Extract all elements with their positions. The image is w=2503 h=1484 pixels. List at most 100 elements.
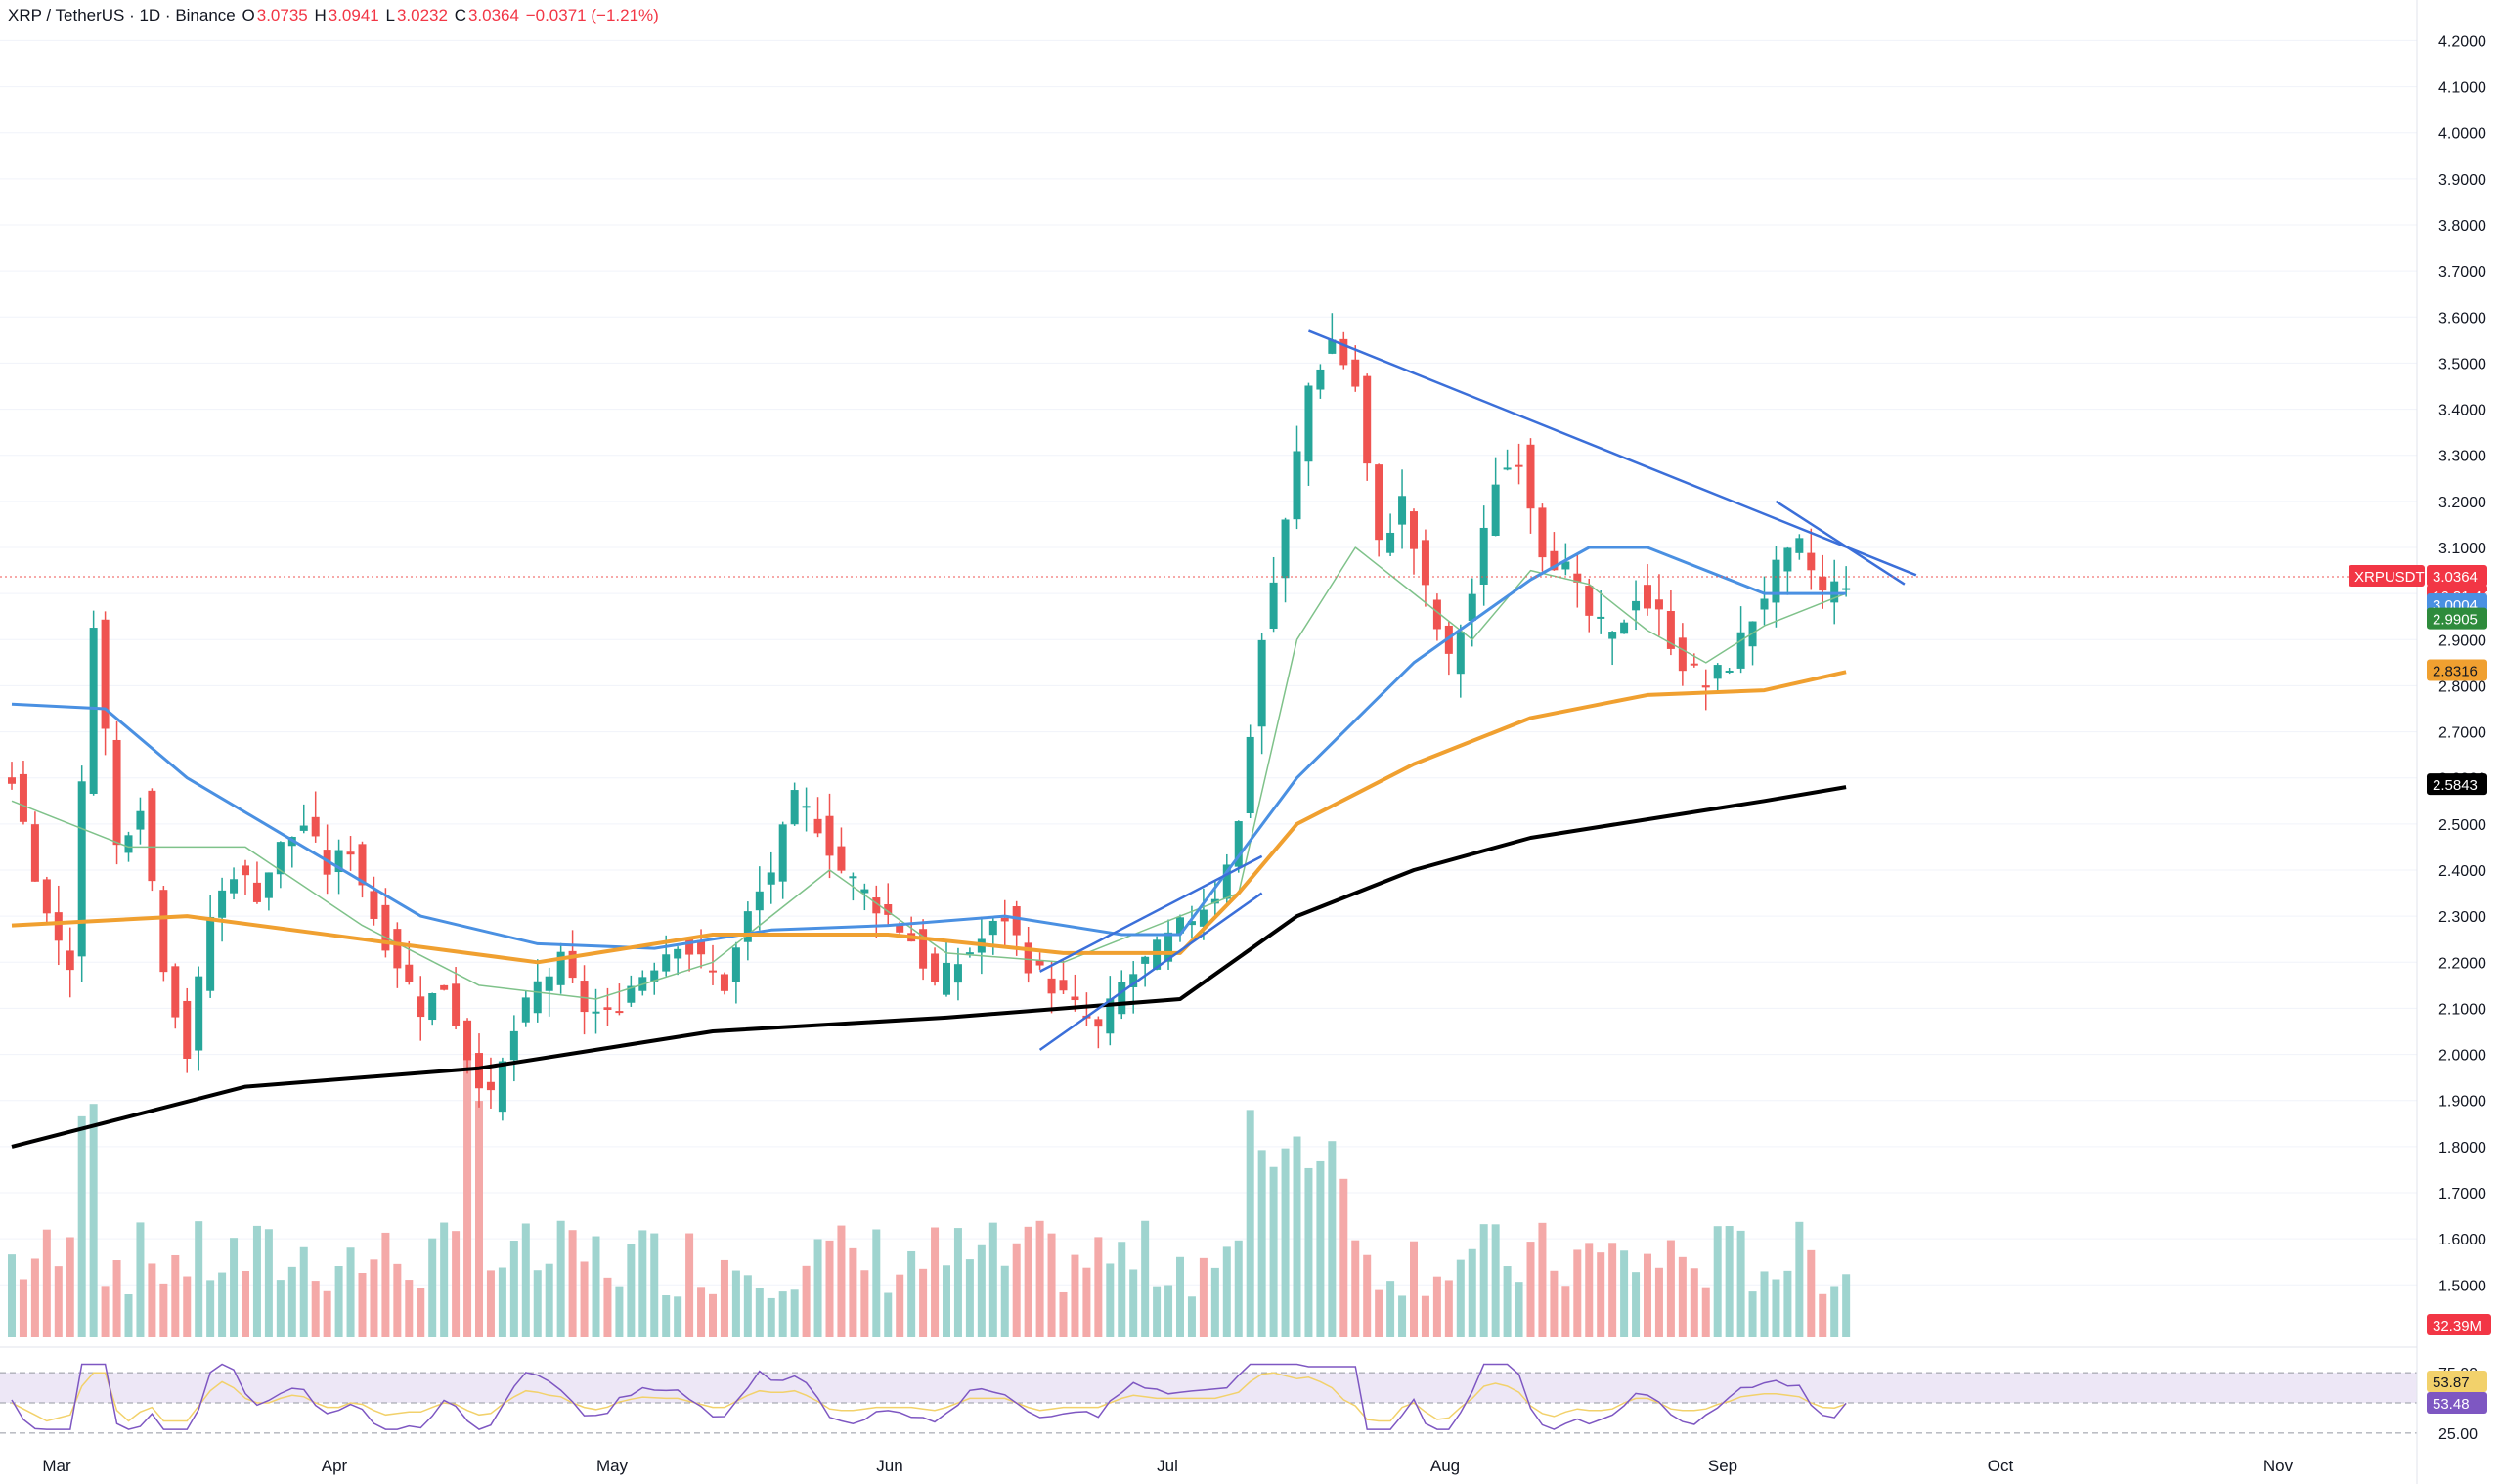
volume-bar: [1047, 1233, 1056, 1337]
close-label: C: [454, 6, 466, 24]
volume-bar: [54, 1266, 63, 1337]
volume-bar: [358, 1273, 367, 1337]
trendline[interactable]: [1039, 854, 1263, 973]
candle-body: [218, 890, 227, 918]
candle-body: [896, 925, 904, 933]
candle-body: [1000, 917, 1009, 922]
candle-body: [603, 1007, 612, 1010]
candle-body: [1701, 685, 1710, 688]
y-tick-label: 2.8000: [2438, 678, 2486, 695]
volume-bar: [1351, 1240, 1360, 1337]
candle-body: [1538, 507, 1547, 558]
volume-bar: [346, 1247, 355, 1337]
volume-bar: [89, 1104, 98, 1337]
y-tick-label: 4.2000: [2438, 33, 2486, 50]
candle-body: [276, 842, 285, 875]
candle-body: [860, 889, 869, 894]
volume-bar: [743, 1275, 752, 1337]
volume-bar: [19, 1279, 27, 1337]
candle-body: [1772, 559, 1780, 603]
low-value: 3.0232: [396, 6, 448, 24]
candle-body: [1632, 600, 1641, 611]
volume-bar: [1597, 1252, 1605, 1337]
trendline[interactable]: [1775, 500, 1906, 586]
volume-bar: [802, 1265, 811, 1337]
candle-body: [1281, 519, 1290, 579]
candle-body: [101, 619, 110, 729]
trendline[interactable]: [1307, 329, 1917, 577]
volume-bar: [1328, 1141, 1337, 1337]
candle-body: [1398, 496, 1407, 525]
candle-body: [370, 891, 378, 919]
open-label: O: [242, 6, 255, 24]
volume-bar: [112, 1260, 121, 1337]
candle-body: [136, 810, 145, 830]
candle-body: [1479, 527, 1488, 585]
candle-body: [592, 1011, 600, 1014]
volume-bar: [171, 1254, 180, 1337]
candle-body: [1234, 821, 1243, 867]
candle-body: [755, 891, 764, 911]
volume-bar: [66, 1237, 74, 1337]
symbol-label[interactable]: XRP / TetherUS · 1D · Binance: [8, 6, 236, 24]
volume-bar: [521, 1223, 530, 1337]
volume-bar: [242, 1270, 249, 1337]
volume-bar: [568, 1230, 577, 1337]
y-tick-label: 3.3000: [2438, 449, 2486, 465]
volume-bar: [287, 1266, 296, 1337]
volume-bar: [124, 1293, 133, 1337]
rsi-tick-label: 25.00: [2438, 1426, 2478, 1443]
candle-body: [662, 954, 671, 972]
candle-body: [988, 920, 997, 936]
candle-body: [1783, 547, 1792, 572]
candle-body: [1421, 540, 1429, 586]
ma-50-line: [11, 546, 1847, 950]
low-label: L: [385, 6, 395, 24]
candle-body: [54, 912, 63, 941]
volume-bar: [1690, 1268, 1698, 1337]
volume-bar: [1432, 1276, 1441, 1337]
volume-bar: [276, 1280, 285, 1337]
volume-bar: [731, 1270, 740, 1337]
candle-body: [1585, 586, 1594, 616]
volume-bar: [264, 1229, 273, 1337]
volume-bar: [1760, 1271, 1769, 1337]
x-tick-label: Mar: [42, 1457, 71, 1475]
volume-bar: [1153, 1286, 1162, 1337]
candle-body: [884, 903, 893, 915]
y-tick-label: 3.1000: [2438, 541, 2486, 557]
volume-bar: [1725, 1226, 1734, 1337]
volume-bar: [1012, 1243, 1021, 1337]
volume-bar: [218, 1272, 227, 1337]
candle-body: [405, 964, 414, 982]
candle-body: [440, 984, 449, 990]
candle-body: [486, 1081, 495, 1091]
candle-body: [1363, 375, 1372, 464]
candle-body: [1106, 998, 1115, 1034]
volume-bar: [988, 1222, 997, 1337]
volume-badge-bg: [2427, 1314, 2491, 1335]
volume-bar: [1772, 1279, 1780, 1337]
candle-body: [790, 790, 799, 825]
candle-body: [1316, 369, 1325, 390]
volume-bar: [1363, 1254, 1372, 1337]
candle-body: [965, 952, 974, 955]
candle-body: [77, 781, 86, 957]
volume-badge: 32.39M: [2433, 1318, 2481, 1334]
candle-body: [709, 970, 717, 973]
trendline[interactable]: [1038, 892, 1263, 1051]
candle-body: [89, 628, 98, 794]
x-tick-label: Jun: [876, 1457, 902, 1475]
candle-body: [813, 818, 822, 834]
volume-bar: [1795, 1221, 1804, 1337]
volume-bar: [1666, 1240, 1675, 1337]
candle-body: [264, 872, 273, 898]
volume-bar: [1678, 1256, 1687, 1337]
volume-bar: [674, 1296, 682, 1337]
volume-bar: [1701, 1287, 1710, 1337]
y-tick-label: 3.6000: [2438, 310, 2486, 327]
volume-bar: [1398, 1295, 1407, 1337]
candle-body: [615, 1011, 624, 1014]
